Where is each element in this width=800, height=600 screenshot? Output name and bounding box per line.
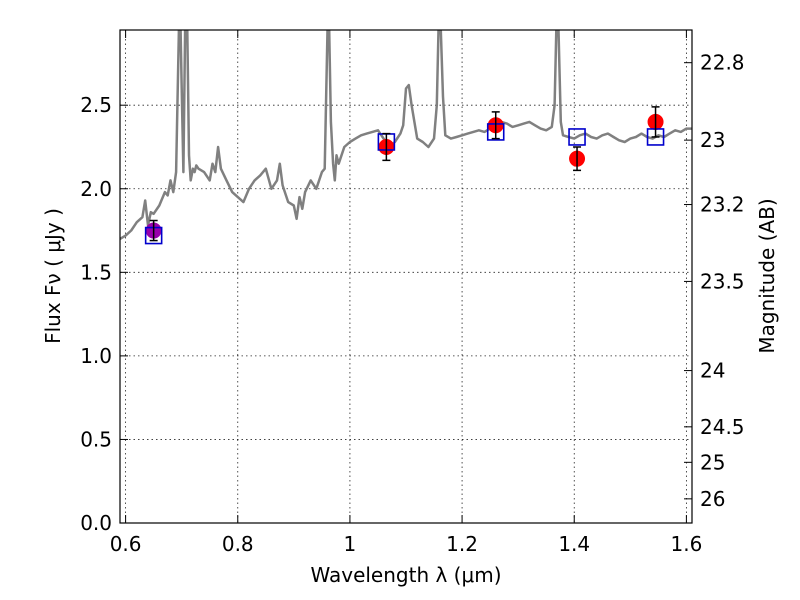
y2-tick-label: 24.5 [700, 415, 745, 439]
y2-tick-label: 24 [700, 359, 725, 383]
y-axis-label: Flux Fν ( μJy ) [41, 208, 65, 344]
y-tick-label: 0.5 [80, 427, 112, 451]
error-bar [651, 106, 660, 138]
error-bar [573, 146, 582, 172]
spectrum-line [120, 30, 692, 240]
y-tick-label: 2.0 [80, 177, 112, 201]
y-tick-label: 2.5 [80, 93, 112, 117]
y2-tick-label: 25 [700, 450, 725, 474]
y2-axis-label: Magnitude (AB) [755, 198, 779, 353]
y-tick-label: 1.0 [80, 344, 112, 368]
y-tick-label: 1.5 [80, 260, 112, 284]
y2-tick-label: 22.8 [700, 51, 745, 75]
y2-tick-label: 26 [700, 487, 725, 511]
error-bar [491, 111, 500, 140]
plot-frame [119, 29, 693, 524]
y2-tick-label: 23.5 [700, 269, 745, 293]
y-tick-label: 0.0 [80, 511, 112, 535]
x-tick-label: 1.6 [670, 532, 702, 556]
y2-tick-label: 23 [700, 128, 725, 152]
model-photometry-square [568, 128, 586, 146]
photometry-points [144, 106, 665, 245]
x-tick-label: 1.2 [446, 532, 478, 556]
model-spectrum [120, 30, 692, 240]
y2-tick-label: 23.2 [700, 193, 745, 217]
axis-ticks: 0.6 0.8 1 1.2 1.4 1.6 0.0 0.5 1.0 1.5 2.0 2.5 22.8 23… [80, 30, 745, 556]
error-bar [382, 132, 391, 162]
error-bar [149, 219, 158, 242]
x-tick-label: 1.4 [558, 532, 590, 556]
x-axis-label: Wavelength λ (μm) [310, 563, 501, 587]
x-tick-label: 0.6 [110, 532, 142, 556]
x-tick-label: 1 [344, 532, 357, 556]
x-tick-label: 0.8 [222, 532, 254, 556]
